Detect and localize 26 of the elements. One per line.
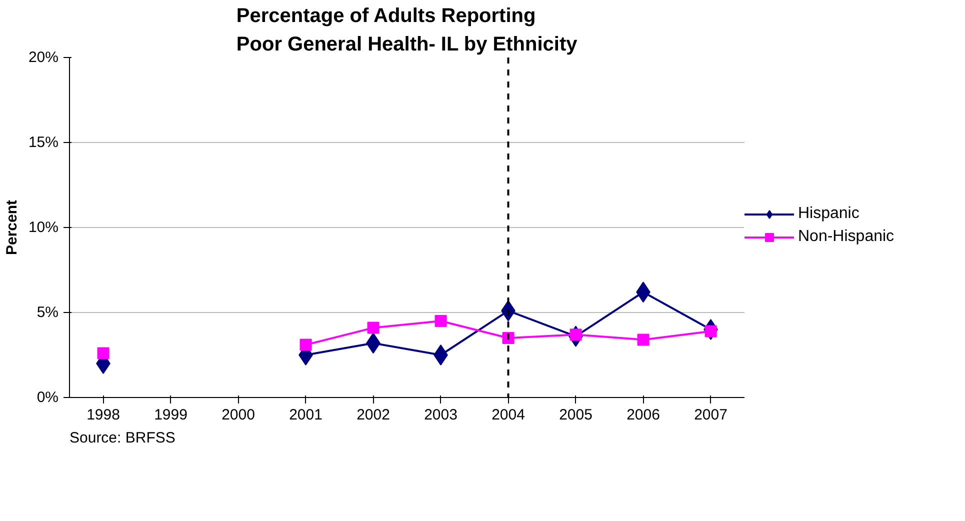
x-tick-label: 2005 bbox=[559, 406, 592, 424]
y-axis-title: Percent bbox=[3, 200, 20, 256]
x-tick-label: 2002 bbox=[356, 406, 390, 424]
y-tick-label: 15% bbox=[28, 134, 59, 151]
y-tick-label: 20% bbox=[28, 49, 59, 66]
point bbox=[637, 334, 650, 346]
y-tick-label: 5% bbox=[36, 304, 59, 321]
point bbox=[300, 338, 312, 351]
x-tick-label: 2000 bbox=[222, 406, 255, 424]
legend-label: Hispanic bbox=[798, 205, 860, 223]
y-tick-label: 0% bbox=[36, 389, 59, 406]
x-tick-label: 2001 bbox=[289, 406, 322, 424]
y-tick-label: 10% bbox=[28, 219, 59, 236]
x-tick-label: 1999 bbox=[154, 406, 188, 424]
x-tick-label: 1998 bbox=[86, 406, 120, 424]
legend-label: Non-Hispanic bbox=[798, 228, 894, 246]
chart-title: Percentage of Adults Reporting Poor General Health- IL by Ethnicity bbox=[236, 4, 578, 56]
x-tick-label: 2007 bbox=[694, 406, 728, 424]
x-tick-label: 2006 bbox=[626, 406, 660, 424]
point bbox=[502, 332, 514, 344]
source-note: Source: BRFSS bbox=[70, 430, 176, 446]
point bbox=[367, 322, 380, 334]
x-tick-label: 2003 bbox=[424, 406, 458, 424]
point bbox=[434, 315, 447, 327]
point bbox=[97, 347, 110, 360]
x-tick-label: 2004 bbox=[492, 406, 525, 424]
